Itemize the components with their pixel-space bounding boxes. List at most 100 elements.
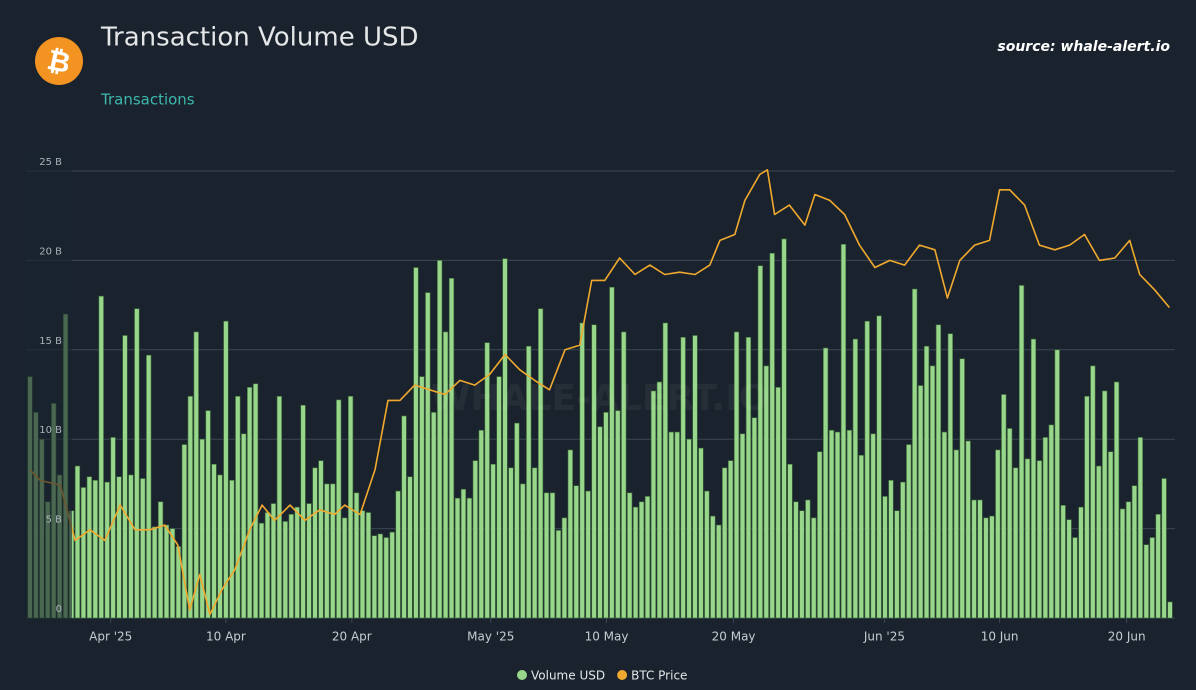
bar: [1131, 485, 1138, 619]
bar: [603, 412, 609, 619]
bar: [437, 260, 443, 619]
bar: [977, 499, 983, 619]
bar: [163, 524, 170, 619]
bar: [342, 517, 348, 619]
watermark: WHALE-ALERT.IO: [431, 378, 769, 419]
bar: [217, 474, 223, 619]
bar: [935, 324, 942, 619]
bar: [704, 490, 710, 619]
bar: [633, 506, 639, 619]
bar: [1102, 390, 1108, 619]
bar: [828, 429, 835, 619]
x-tick-label: 10 May: [585, 630, 629, 644]
bar: [811, 517, 817, 619]
bar: [656, 381, 662, 619]
bar: [365, 512, 372, 619]
bar: [900, 481, 906, 619]
bar: [787, 463, 793, 619]
bar: [621, 331, 627, 619]
bar: [1143, 544, 1149, 619]
bar: [852, 338, 858, 619]
x-tick-label: 10 Jun: [981, 630, 1019, 644]
bar: [371, 535, 377, 619]
bar: [763, 365, 769, 619]
bar: [484, 342, 490, 619]
bar: [567, 449, 573, 619]
bar: [276, 395, 282, 619]
bar: [98, 295, 104, 619]
bar: [882, 496, 888, 619]
bar: [609, 286, 615, 619]
bar: [1007, 428, 1013, 619]
bar: [86, 476, 92, 619]
bar: [995, 449, 1001, 619]
bar: [989, 515, 995, 619]
bar: [472, 460, 478, 619]
bar: [1149, 537, 1155, 619]
bar: [80, 487, 87, 619]
bar: [324, 483, 330, 619]
bar: [627, 492, 633, 619]
bar: [1054, 349, 1060, 619]
bar: [490, 463, 496, 619]
bar: [846, 429, 853, 619]
bar: [74, 465, 81, 619]
bar: [1072, 537, 1078, 619]
bar: [300, 404, 306, 619]
bar: [644, 496, 651, 619]
bar: [1155, 513, 1161, 619]
bar: [870, 433, 876, 619]
bar: [431, 412, 437, 619]
bar: [1125, 501, 1132, 619]
bar: [466, 497, 472, 619]
bar: [1113, 381, 1120, 619]
bar: [674, 431, 680, 619]
bar: [1060, 505, 1066, 619]
bar: [252, 383, 259, 619]
bar: [359, 510, 366, 619]
bar: [1137, 437, 1143, 619]
bar: [722, 467, 728, 619]
bar: [330, 483, 336, 619]
bar: [1001, 394, 1007, 619]
bar: [769, 252, 775, 619]
bar: [662, 322, 668, 619]
bar: [140, 478, 146, 619]
bar: [585, 490, 591, 619]
bar: [306, 503, 312, 619]
bar: [650, 390, 657, 619]
price-line: [29, 169, 1171, 616]
bar: [383, 537, 389, 619]
bar: [92, 480, 98, 619]
bar: [615, 410, 621, 619]
bar: [425, 292, 431, 619]
bar: [543, 492, 550, 619]
bar: [454, 497, 461, 619]
bar: [799, 510, 805, 619]
bar: [318, 460, 324, 619]
bar: [912, 288, 918, 619]
bar: [698, 447, 704, 619]
y-tick-label: 15 B: [39, 336, 62, 347]
bar: [1090, 365, 1096, 619]
bar: [751, 417, 757, 619]
bar: [840, 244, 847, 619]
bar: [739, 433, 746, 619]
bar: [745, 336, 752, 619]
bar: [573, 485, 579, 619]
bar: [1108, 451, 1114, 619]
bar: [134, 308, 140, 619]
bar: [478, 429, 484, 619]
bar: [211, 463, 217, 619]
bar: [876, 315, 882, 619]
bar: [282, 521, 288, 619]
bar: [858, 454, 864, 619]
bar: [1078, 506, 1084, 619]
bar: [520, 483, 526, 619]
x-tick-label: May '25: [467, 630, 514, 644]
x-tick-label: Jun '25: [863, 630, 905, 644]
x-tick-label: 20 May: [712, 630, 756, 644]
bar: [728, 460, 734, 619]
bar: [888, 480, 894, 619]
